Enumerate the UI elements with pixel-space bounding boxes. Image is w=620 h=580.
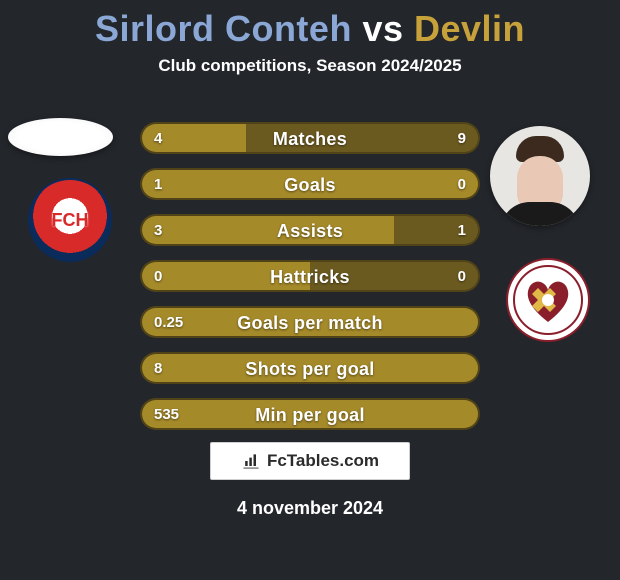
stat-row: Hattricks0 0 [140,260,480,292]
player1-club-badge: FCH [28,178,112,262]
heart-crest-icon [512,264,584,336]
stat-value-left: 0.25 [154,308,183,336]
club1-initials: FCH [52,210,89,231]
stat-value-left: 8 [154,354,162,382]
stat-value-right: 9 [458,124,466,152]
stat-row: Matches4 9 [140,122,480,154]
player1-avatar [8,118,113,156]
stat-label: Hattricks [142,262,478,290]
stat-value-left: 4 [154,124,162,152]
brand-badge[interactable]: FcTables.com [210,442,410,480]
stat-label: Shots per goal [142,354,478,382]
page-title: Sirlord Conteh vs Devlin [0,0,620,50]
player2-avatar [490,126,590,226]
stat-label: Assists [142,216,478,244]
player2-club-badge [506,258,590,342]
title-player1: Sirlord Conteh [95,8,352,49]
stat-row: Min per goal535 [140,398,480,430]
stat-value-right: 1 [458,216,466,244]
stat-label: Matches [142,124,478,152]
stat-row: Goals1 0 [140,168,480,200]
brand-text: FcTables.com [267,451,379,471]
stat-row: Assists3 1 [140,214,480,246]
title-vs: vs [362,8,403,49]
stat-label: Min per goal [142,400,478,428]
chart-icon [241,451,261,471]
title-player2: Devlin [414,8,525,49]
stat-value-left: 1 [154,170,162,198]
stat-label: Goals [142,170,478,198]
stats-container: Matches49Goals10Assists31Hattricks00Goal… [140,122,480,444]
stat-value-left: 535 [154,400,179,428]
stat-value-left: 0 [154,262,162,290]
stat-value-right: 0 [458,170,466,198]
stat-row: Shots per goal8 [140,352,480,384]
stat-value-right: 0 [458,262,466,290]
stat-value-left: 3 [154,216,162,244]
stat-label: Goals per match [142,308,478,336]
subtitle: Club competitions, Season 2024/2025 [0,56,620,76]
date-label: 4 november 2024 [0,498,620,519]
stat-row: Goals per match0.25 [140,306,480,338]
